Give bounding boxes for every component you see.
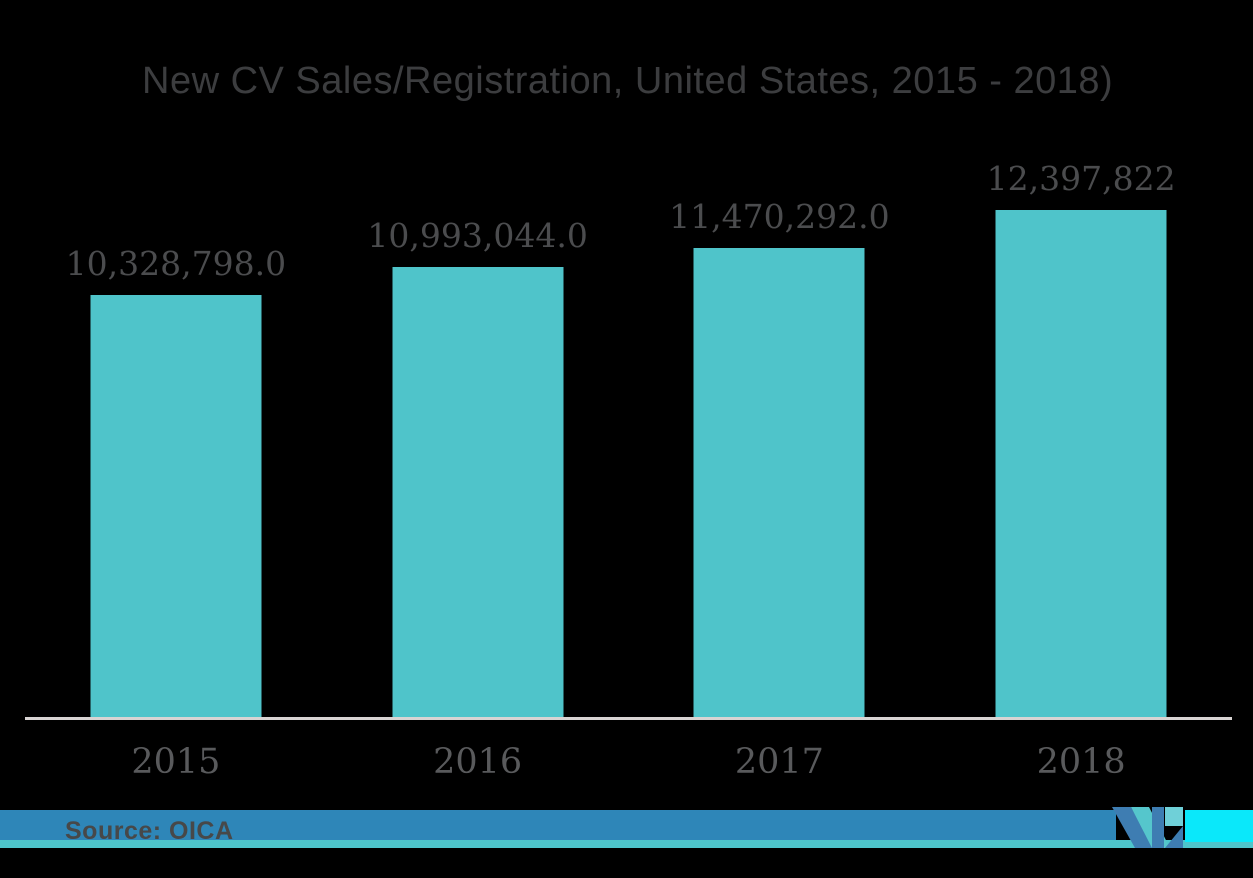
chart-title: New CV Sales/Registration, United States… (142, 60, 1114, 102)
bar-slot-2017: 11,470,292.0 (629, 0, 931, 717)
value-label-2018: 12,397,822 (986, 159, 1176, 198)
x-axis-line (25, 717, 1232, 720)
source-label: Source: OICA (65, 817, 234, 840)
logo-stroke-blue-bar (1152, 807, 1164, 848)
bar-slot-2018: 12,397,822 (930, 0, 1232, 717)
value-label-2016: 10,993,044.0 (367, 216, 588, 255)
mordor-intelligence-logo (1112, 807, 1183, 848)
logo-cyan-block (1185, 810, 1253, 842)
bar-2015 (90, 295, 262, 717)
value-label-2017: 11,470,292.0 (669, 197, 890, 236)
footer-strip (0, 840, 1253, 848)
logo-stroke-blue-left (1112, 807, 1154, 848)
value-label-2015: 10,328,798.0 (65, 244, 287, 283)
bar-2016 (392, 267, 564, 717)
plot-area: 10,328,798.0 10,993,044.0 11,470,292.0 1… (25, 0, 1232, 717)
footer-band: Source: OICA (0, 810, 1116, 840)
logo-square-light-teal (1165, 807, 1183, 826)
bar-slot-2015: 10,328,798.0 (25, 0, 327, 717)
logo-triangle-blue (1165, 826, 1183, 848)
bar-slot-2016: 10,993,044.0 (327, 0, 629, 717)
x-label-2015: 2015 (131, 742, 221, 782)
bar-2017 (693, 248, 865, 717)
x-axis-labels: 2015 2016 2017 2018 (25, 742, 1232, 782)
x-label-2017: 2017 (734, 742, 824, 782)
bar-2018 (995, 210, 1167, 717)
x-label-2016: 2016 (433, 742, 523, 782)
x-label-2018: 2018 (1036, 742, 1126, 782)
